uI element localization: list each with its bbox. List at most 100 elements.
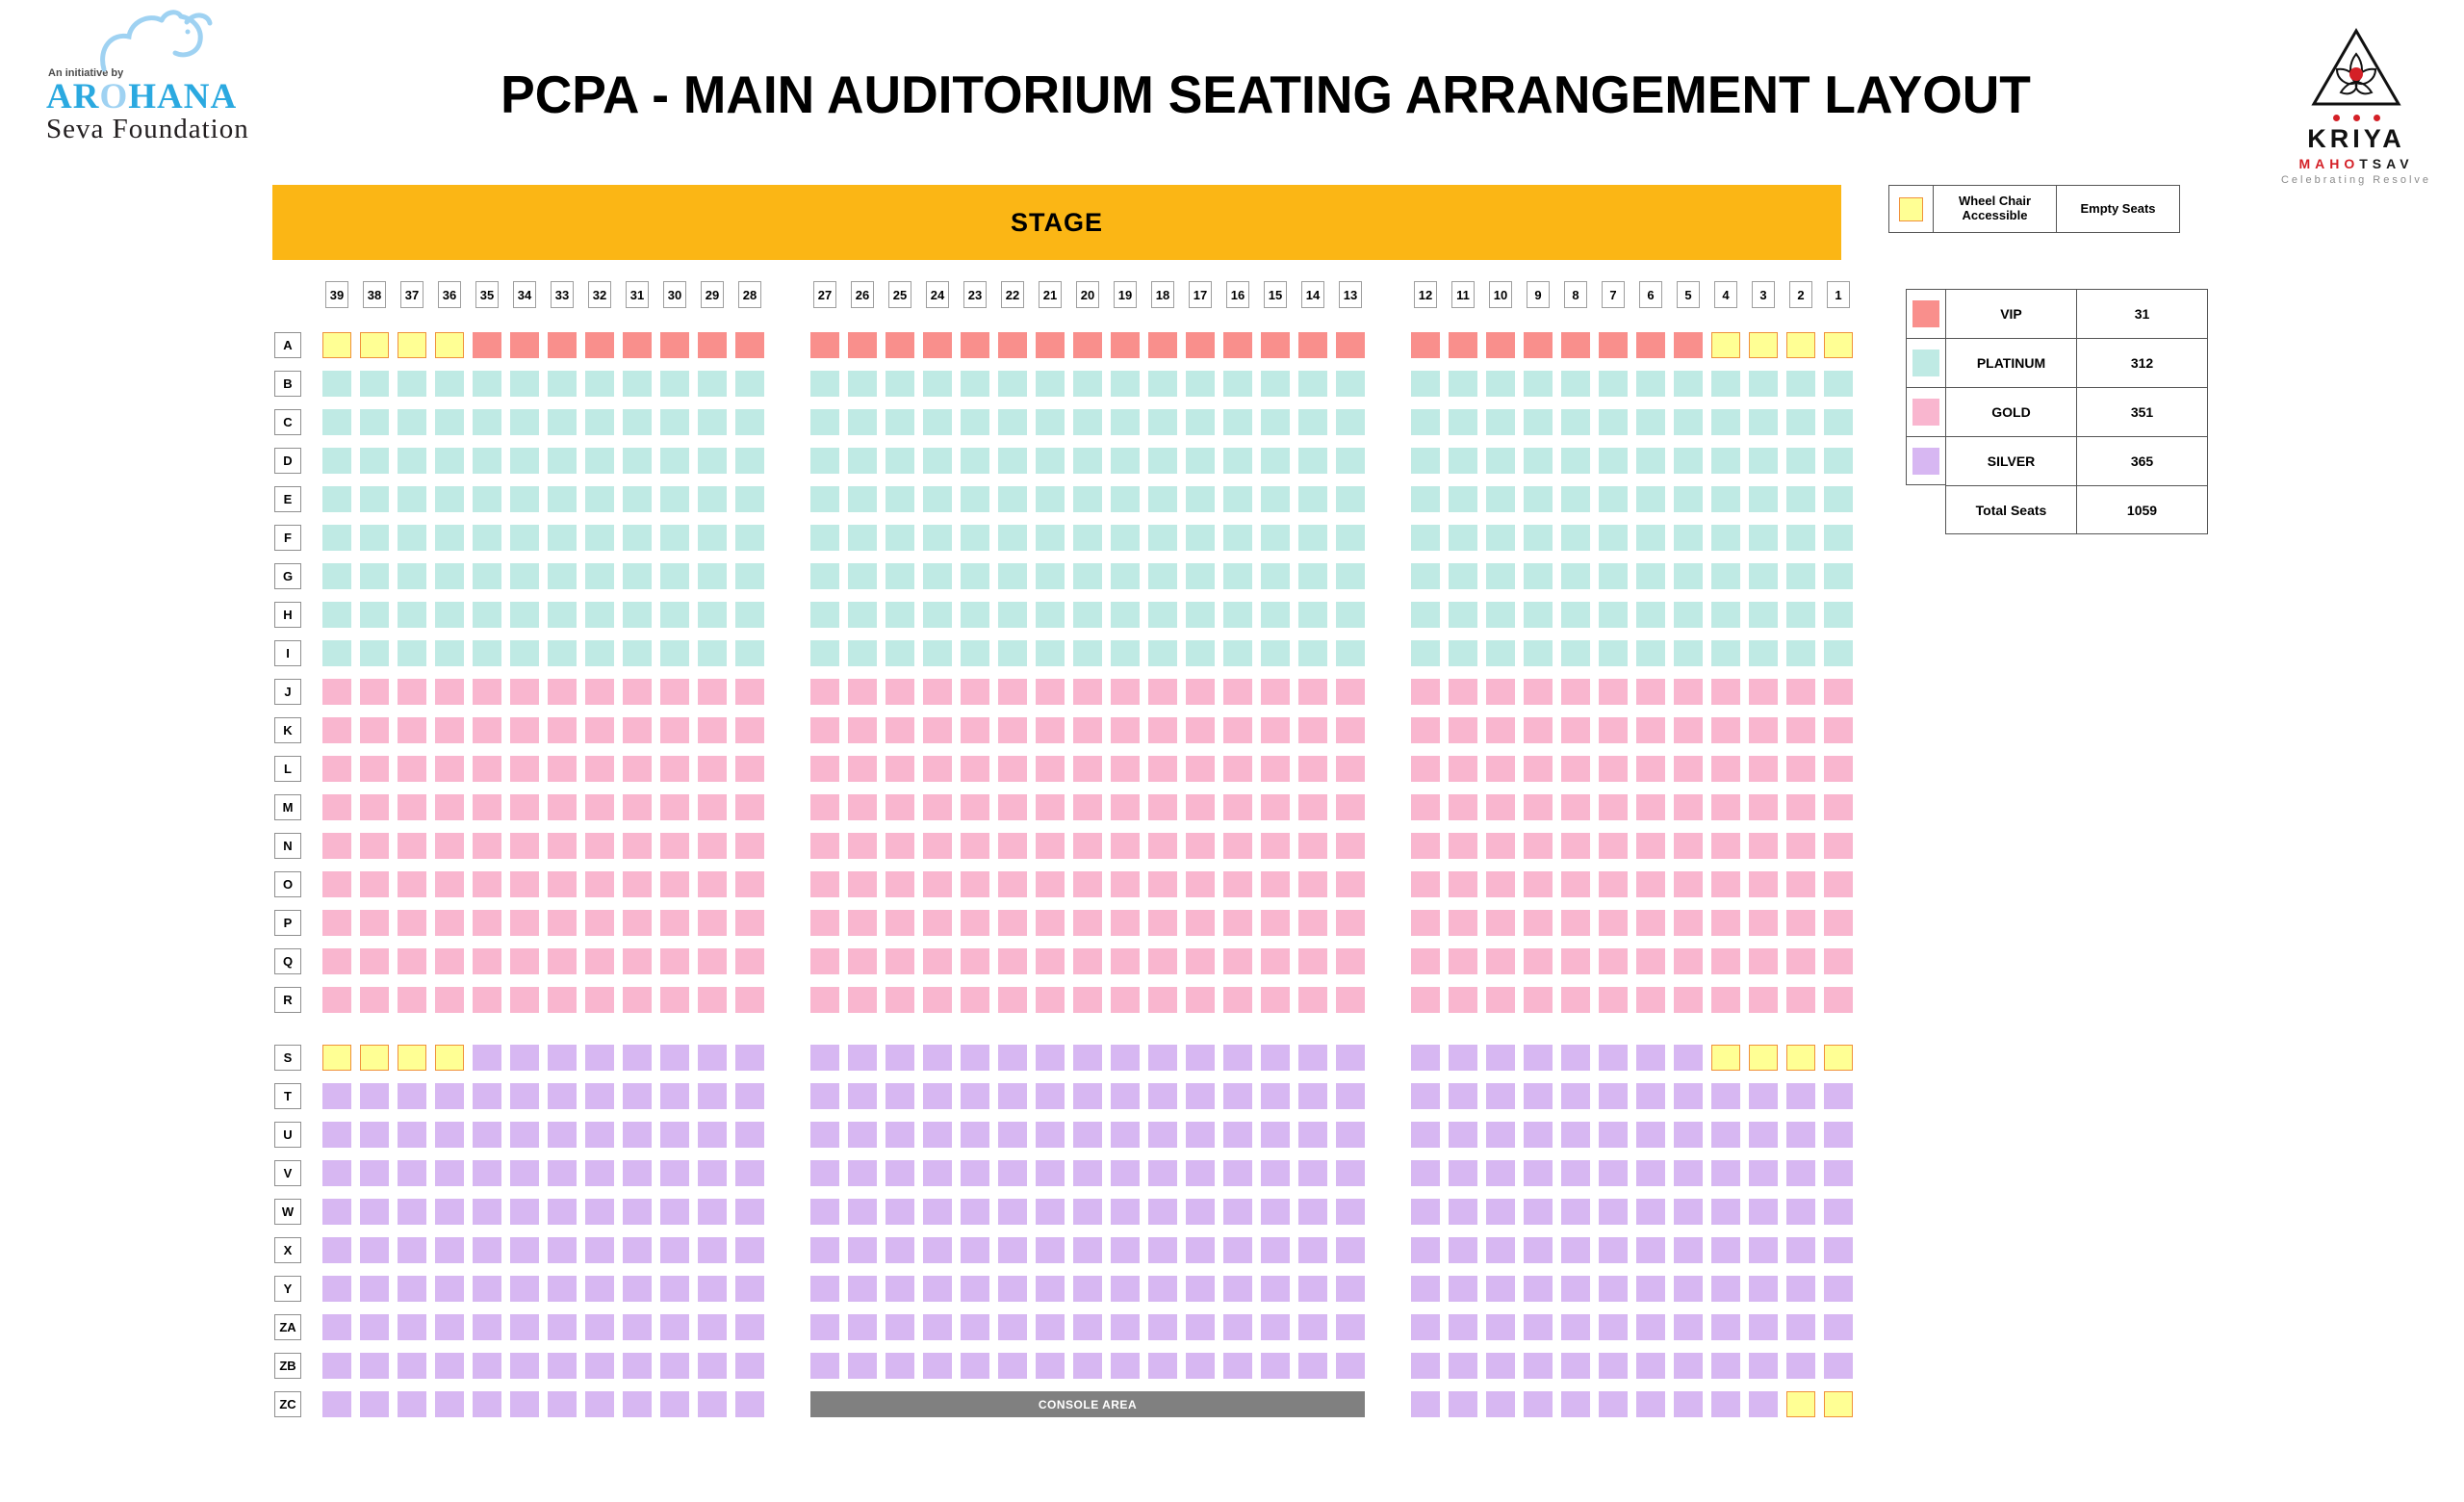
seat[interactable] [923, 409, 952, 435]
seat[interactable] [1186, 871, 1215, 897]
seat[interactable] [1636, 679, 1665, 705]
seat[interactable] [1561, 1045, 1590, 1071]
seat[interactable] [886, 1045, 914, 1071]
seat[interactable] [698, 1353, 727, 1379]
seat[interactable] [1073, 1122, 1102, 1148]
seat[interactable] [848, 602, 877, 628]
seat[interactable] [1411, 1353, 1440, 1379]
seat[interactable] [698, 910, 727, 936]
seat[interactable] [961, 948, 989, 974]
seat[interactable] [1749, 640, 1778, 666]
seat[interactable] [1824, 640, 1853, 666]
seat[interactable] [1599, 640, 1628, 666]
seat[interactable] [1674, 1199, 1703, 1225]
seat[interactable] [961, 1276, 989, 1302]
seat[interactable] [848, 1314, 877, 1340]
seat[interactable] [886, 794, 914, 820]
seat[interactable] [585, 679, 614, 705]
seat[interactable] [1449, 1199, 1477, 1225]
seat[interactable] [886, 948, 914, 974]
seat[interactable] [735, 1083, 764, 1109]
seat[interactable] [360, 871, 389, 897]
seat[interactable] [473, 486, 501, 512]
seat[interactable] [998, 1314, 1027, 1340]
seat[interactable] [735, 486, 764, 512]
seat[interactable] [810, 948, 839, 974]
seat[interactable] [1411, 1160, 1440, 1186]
seat[interactable] [398, 717, 426, 743]
seat[interactable] [1036, 409, 1065, 435]
seat[interactable] [1561, 1083, 1590, 1109]
seat[interactable] [961, 833, 989, 859]
seat[interactable] [1223, 717, 1252, 743]
seat[interactable] [1261, 486, 1290, 512]
seat[interactable] [1786, 486, 1815, 512]
seat[interactable] [1824, 833, 1853, 859]
seat[interactable] [1261, 948, 1290, 974]
seat[interactable] [923, 1353, 952, 1379]
seat[interactable] [1824, 602, 1853, 628]
seat[interactable] [623, 409, 652, 435]
seat[interactable] [1261, 1276, 1290, 1302]
seat[interactable] [1336, 371, 1365, 397]
seat[interactable] [585, 910, 614, 936]
seat[interactable] [698, 1045, 727, 1071]
seat[interactable] [548, 1391, 577, 1417]
seat[interactable] [1711, 910, 1740, 936]
seat[interactable] [1336, 1276, 1365, 1302]
seat[interactable] [1486, 679, 1515, 705]
seat[interactable] [1749, 1237, 1778, 1263]
seat[interactable] [1561, 525, 1590, 551]
seat[interactable] [398, 756, 426, 782]
seat[interactable] [1711, 1391, 1740, 1417]
seat[interactable] [1599, 1314, 1628, 1340]
seat[interactable] [1036, 640, 1065, 666]
seat[interactable] [1824, 987, 1853, 1013]
seat[interactable] [1524, 1391, 1553, 1417]
seat[interactable] [548, 1199, 577, 1225]
seat[interactable] [473, 756, 501, 782]
seat[interactable] [1486, 987, 1515, 1013]
seat[interactable] [1111, 717, 1140, 743]
seat[interactable] [1449, 987, 1477, 1013]
seat[interactable] [923, 448, 952, 474]
seat[interactable] [360, 987, 389, 1013]
seat[interactable] [1111, 602, 1140, 628]
seat[interactable] [1561, 448, 1590, 474]
seat[interactable] [510, 1199, 539, 1225]
seat[interactable] [398, 602, 426, 628]
seat[interactable] [435, 448, 464, 474]
seat[interactable] [1524, 1122, 1553, 1148]
seat[interactable] [1674, 833, 1703, 859]
seat[interactable] [1111, 833, 1140, 859]
seat[interactable] [1599, 1353, 1628, 1379]
seat[interactable] [1111, 948, 1140, 974]
seat[interactable] [1298, 448, 1327, 474]
seat[interactable] [698, 448, 727, 474]
seat[interactable] [848, 717, 877, 743]
seat[interactable] [510, 486, 539, 512]
seat[interactable] [435, 1083, 464, 1109]
seat[interactable] [1749, 1083, 1778, 1109]
seat[interactable] [1261, 910, 1290, 936]
seat[interactable] [548, 794, 577, 820]
seat[interactable] [1449, 486, 1477, 512]
seat[interactable] [735, 448, 764, 474]
seat[interactable] [548, 563, 577, 589]
seat[interactable] [698, 1122, 727, 1148]
seat[interactable] [1073, 1199, 1102, 1225]
seat[interactable] [810, 563, 839, 589]
seat[interactable] [585, 1199, 614, 1225]
seat[interactable] [1073, 640, 1102, 666]
seat[interactable] [1711, 1199, 1740, 1225]
seat[interactable] [1786, 1199, 1815, 1225]
seat[interactable] [1711, 1276, 1740, 1302]
seat-wheelchair[interactable] [360, 1045, 389, 1071]
seat[interactable] [360, 1237, 389, 1263]
seat[interactable] [1298, 948, 1327, 974]
seat[interactable] [510, 1045, 539, 1071]
seat[interactable] [810, 910, 839, 936]
seat[interactable] [1111, 1083, 1140, 1109]
seat[interactable] [1148, 910, 1177, 936]
seat[interactable] [923, 1314, 952, 1340]
